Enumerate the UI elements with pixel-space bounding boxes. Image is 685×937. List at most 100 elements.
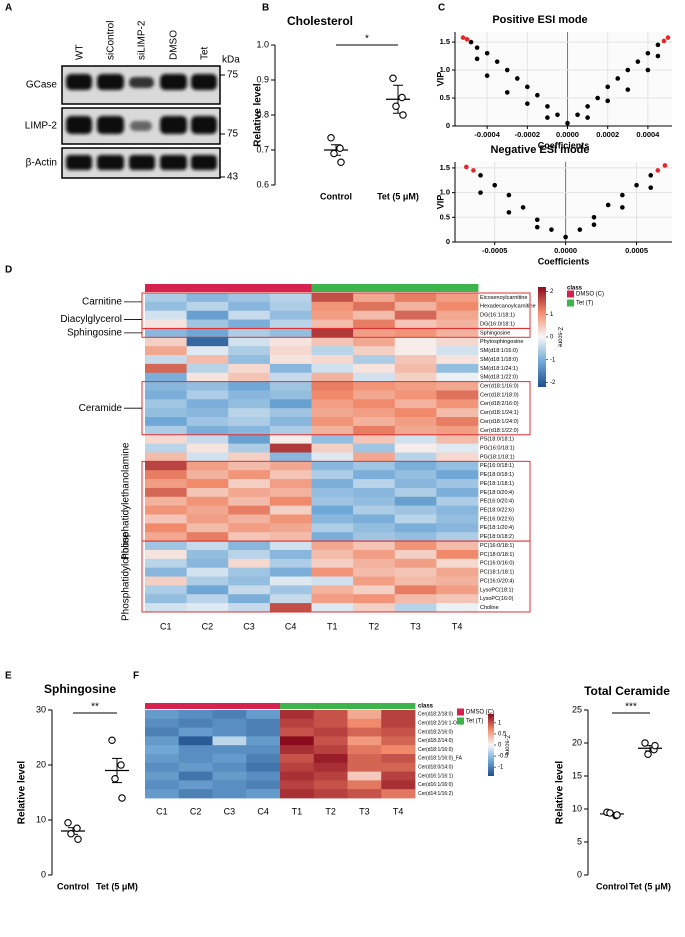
cell [436, 355, 479, 365]
point [398, 93, 406, 102]
cell [212, 727, 247, 737]
cell [436, 461, 479, 471]
x-tick-label: Control [57, 881, 89, 891]
cell [436, 470, 479, 480]
y-tick-label: 1.5 [440, 37, 450, 46]
cell [228, 523, 271, 533]
cell [311, 381, 354, 391]
row-label: PS(18:0/18:1) [480, 437, 514, 443]
cell [145, 479, 188, 489]
cell [394, 532, 437, 542]
point [108, 736, 116, 744]
cell [145, 337, 188, 347]
cell [313, 710, 348, 720]
x-tick-label: 0.0000 [554, 246, 577, 255]
cell [145, 319, 188, 329]
cell [178, 762, 213, 772]
x-axis-label: Coefficients [538, 256, 590, 266]
cell [311, 363, 354, 374]
y-axis-label: Relative level [253, 83, 264, 147]
colorbar-tick-label: 2 [550, 289, 554, 295]
cell [394, 434, 437, 445]
legend-title: class [567, 286, 583, 292]
cell [145, 558, 188, 569]
cell [186, 594, 229, 604]
cell [280, 745, 315, 755]
point [655, 42, 661, 48]
cell [353, 293, 396, 303]
point [651, 741, 659, 750]
y-tick-label: 30 [36, 704, 46, 714]
legend-label: DMSO (C) [466, 710, 494, 716]
y-tick-label: 0 [446, 237, 450, 246]
cell [228, 549, 271, 560]
cell [228, 301, 271, 312]
cell [436, 390, 479, 400]
cell [228, 399, 271, 409]
column-label: C3 [224, 806, 236, 816]
row-label: LysoPC(18:1) [480, 587, 514, 593]
row-label: PE(18:1/18:1) [480, 481, 514, 487]
cell [353, 328, 396, 338]
cell [436, 399, 479, 409]
cell [311, 558, 354, 569]
cell [311, 355, 354, 365]
cell [394, 594, 437, 604]
cell [186, 558, 229, 569]
lane-label: Tet [200, 46, 211, 60]
point [648, 173, 654, 178]
cell [436, 452, 479, 462]
cell [186, 541, 229, 551]
cell [269, 470, 312, 480]
cell [228, 461, 271, 471]
class-bar [311, 284, 354, 292]
cell [394, 523, 437, 533]
cell [381, 780, 416, 790]
cell [246, 771, 281, 781]
cell [436, 443, 479, 453]
colorbar-tick-label: -0.5 [498, 754, 509, 760]
cell [228, 425, 271, 436]
cell [353, 523, 396, 533]
cell [313, 771, 348, 781]
panel-label: F [133, 671, 139, 682]
column-label: C2 [202, 621, 214, 631]
cell [186, 390, 229, 400]
x-tick-label: Tet (5 μM) [629, 881, 671, 891]
y-tick-label: 0 [577, 869, 582, 879]
cell [186, 461, 229, 471]
row-label: SM(d18:1/24:1) [480, 366, 518, 372]
cell [186, 603, 229, 613]
cell [436, 408, 479, 418]
cell [145, 408, 188, 418]
column-label: T2 [369, 621, 380, 631]
point [545, 115, 550, 120]
cell [311, 496, 354, 507]
cell [436, 505, 479, 515]
cell [436, 603, 479, 613]
row-label: Cer(d18:1/24:1) [480, 410, 519, 416]
cell [145, 603, 188, 613]
x-tick-label: 0.0005 [625, 246, 648, 255]
column-label: C2 [190, 806, 202, 816]
colorbar-tick-label: -1 [498, 765, 504, 771]
point [605, 202, 611, 208]
cell [394, 496, 437, 507]
cell [269, 434, 312, 445]
cell [353, 576, 396, 586]
cell [347, 771, 382, 781]
cell [394, 549, 437, 560]
cell [228, 452, 271, 462]
cell [212, 789, 247, 799]
cell [381, 727, 416, 737]
cell [145, 541, 188, 551]
cell [145, 771, 180, 781]
cell [145, 505, 188, 515]
cell [186, 355, 229, 365]
cell [311, 346, 354, 356]
x-tick-label: Control [596, 881, 628, 891]
cell [145, 523, 188, 533]
cell [228, 390, 271, 400]
point [635, 59, 641, 64]
cell [381, 736, 416, 746]
